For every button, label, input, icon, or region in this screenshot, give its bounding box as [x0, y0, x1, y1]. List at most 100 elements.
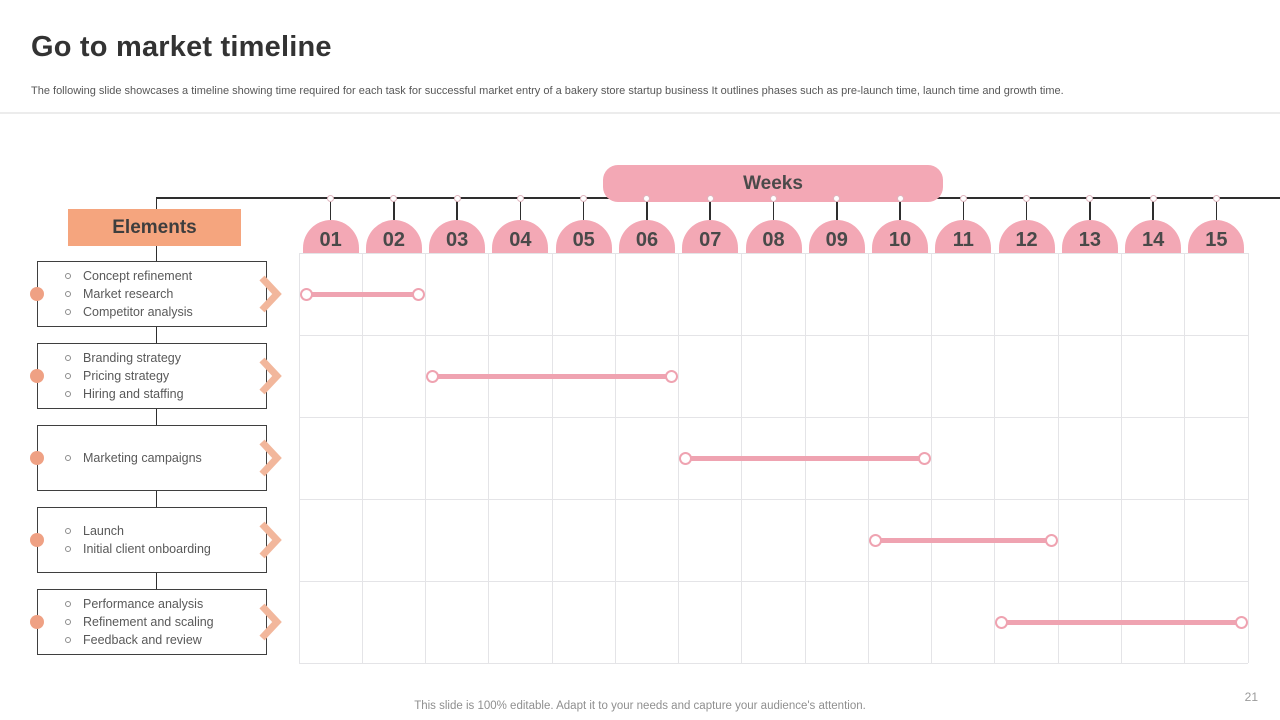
week-tick-line	[1025, 198, 1028, 220]
week-tick-dot	[390, 194, 398, 202]
week-label-dome: 13	[1061, 220, 1118, 253]
week-label-dome: 05	[555, 220, 612, 253]
week-label-dome: 04	[492, 220, 549, 253]
week-tick-line	[836, 198, 838, 220]
grid-column-line	[361, 253, 363, 663]
week-label: 03	[446, 229, 469, 251]
week-tick-line	[393, 198, 395, 220]
element-box: Marketing campaigns	[37, 425, 267, 491]
gantt-bar-endpoint	[426, 369, 440, 383]
grid-row-line	[299, 662, 1248, 664]
connector-dot	[30, 615, 44, 629]
element-box: Branding strategy Pricing strategy Hiring …	[37, 343, 267, 409]
week-label-dome: 12	[998, 220, 1055, 253]
gantt-bar	[685, 455, 925, 461]
week-label-dome: 14	[1125, 220, 1182, 253]
bullet-item: Performance analysis	[65, 596, 266, 613]
gantt-bar-endpoint	[679, 451, 693, 465]
bullet-item: Launch	[65, 523, 266, 540]
week-tick-dot	[706, 194, 714, 202]
week-label: 06	[635, 229, 659, 251]
element-box: Launch Initial client onboarding	[37, 507, 267, 573]
week-tick-dot	[643, 194, 651, 202]
gantt-bar-endpoint	[1234, 615, 1248, 629]
bullet-label: Refinement and scaling	[83, 614, 214, 629]
bullet-marker-icon	[65, 528, 71, 534]
bullet-label: Hiring and staffing	[83, 386, 184, 401]
bullet-item: Pricing strategy	[65, 368, 266, 385]
week-tick-line	[456, 198, 458, 220]
bullet-label: Pricing strategy	[83, 368, 170, 383]
week-tick-line	[1152, 198, 1154, 220]
bullet-item: Market research	[65, 286, 266, 303]
gantt-bar	[875, 537, 1052, 543]
grid-row-line	[299, 580, 1248, 582]
week-tick-dot	[1023, 194, 1031, 202]
week-label: 04	[509, 229, 532, 251]
bullet-marker-icon	[65, 546, 71, 552]
week-tick-line	[1215, 198, 1218, 220]
week-tick-line	[329, 198, 332, 220]
bullet-marker-icon	[65, 455, 71, 461]
grid-column-line	[488, 253, 490, 663]
week-tick-line	[962, 198, 965, 220]
week-label: 01	[319, 229, 342, 251]
grid-row-line	[299, 252, 1248, 254]
element-box: Concept refinement Market research Competi…	[37, 261, 267, 327]
week-label-dome: 03	[429, 220, 486, 253]
week-label: 07	[699, 229, 722, 251]
grid-column-line	[1184, 253, 1186, 663]
week-label: 11	[952, 229, 974, 251]
bullet-label: Initial client onboarding	[83, 541, 211, 556]
week-tick-line	[899, 198, 901, 220]
chevron-right-icon	[258, 603, 282, 646]
connector-dot	[30, 451, 44, 465]
gantt-bar-endpoint	[868, 533, 882, 547]
week-label-dome: 01	[302, 220, 359, 253]
footer-note: This slide is 100% editable. Adapt it to…	[414, 700, 866, 712]
elements-header: Elements	[68, 209, 241, 246]
gantt-bar-endpoint	[665, 369, 679, 383]
week-label: 13	[1078, 229, 1101, 251]
bullet-marker-icon	[65, 273, 71, 279]
week-label-dome: 02	[365, 220, 422, 253]
week-label-dome: 10	[872, 220, 929, 253]
bullet-label: Feedback and review	[83, 632, 202, 647]
bullet-label: Concept refinement	[83, 268, 193, 283]
week-tick-dot	[833, 194, 841, 202]
week-label: 08	[762, 229, 785, 251]
week-tick-line	[1089, 198, 1091, 220]
grid-column-line	[1247, 253, 1249, 663]
week-label: 15	[1205, 229, 1228, 251]
bullet-marker-icon	[65, 391, 71, 397]
week-tick-dot	[1086, 194, 1094, 202]
week-label: 14	[1141, 229, 1165, 251]
week-tick-line	[519, 198, 522, 220]
week-tick-line	[709, 198, 711, 220]
week-tick-dot	[770, 194, 777, 202]
bullet-item: Feedback and review	[65, 632, 266, 649]
grid-column-line	[678, 253, 680, 663]
chevron-right-icon	[258, 521, 282, 564]
week-tick-line	[772, 198, 775, 220]
week-label: 05	[572, 229, 595, 251]
week-tick-dot	[959, 194, 967, 202]
gantt-bar-endpoint	[995, 615, 1009, 629]
gantt-bar	[432, 373, 672, 379]
bullet-item: Concept refinement	[65, 268, 266, 285]
elements-header-label: Elements	[112, 216, 197, 238]
bullet-marker-icon	[65, 291, 71, 297]
grid-column-line	[551, 253, 553, 663]
week-label-dome: 07	[682, 220, 739, 253]
week-tick-dot	[453, 194, 461, 202]
page-title: Go to market timeline	[31, 31, 332, 63]
connector-dot	[30, 287, 44, 301]
connector-dot	[30, 533, 44, 547]
week-label-dome: 09	[808, 220, 865, 253]
gantt-bar-endpoint	[299, 287, 313, 301]
element-box: Performance analysis Refinement and scali…	[37, 589, 267, 655]
week-label-dome: 08	[745, 220, 802, 253]
week-label-dome: 15	[1188, 220, 1245, 253]
week-label-dome: 11	[935, 220, 992, 253]
